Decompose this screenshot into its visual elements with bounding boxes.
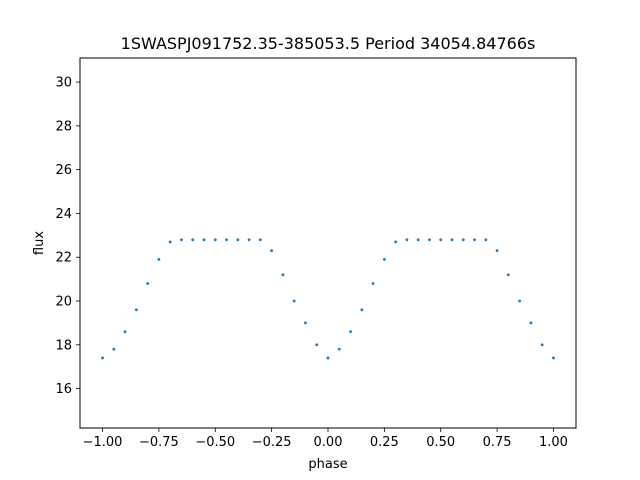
data-point <box>473 238 476 242</box>
data-point <box>326 356 330 360</box>
y-tick-label: 30 <box>55 76 72 91</box>
data-point <box>518 299 522 303</box>
data-point <box>337 347 341 351</box>
x-tick-label: 0.25 <box>370 435 399 450</box>
x-tick-label: 0.00 <box>314 435 343 450</box>
data-point <box>157 258 161 261</box>
data-point <box>292 299 296 303</box>
x-tick-label: 0.75 <box>483 435 512 450</box>
data-point <box>258 238 262 242</box>
data-point <box>315 343 319 347</box>
data-point <box>112 347 116 351</box>
data-point <box>304 321 307 325</box>
y-axis-ticks: 16 18 20 22 24 26 28 30 <box>55 76 80 397</box>
data-point <box>191 238 195 242</box>
data-point <box>382 258 386 261</box>
x-tick-label: −0.50 <box>195 435 235 450</box>
data-point <box>360 308 364 312</box>
data-point <box>123 330 127 334</box>
x-axis-label: phase <box>308 457 347 472</box>
data-point <box>506 273 510 277</box>
data-point <box>405 238 409 242</box>
y-tick-label: 16 <box>55 382 72 397</box>
data-point <box>349 330 352 334</box>
data-point <box>461 238 465 242</box>
data-point <box>281 273 285 277</box>
y-tick-label: 24 <box>55 207 72 222</box>
x-tick-label: 1.00 <box>539 435 568 450</box>
chart-title: 1SWASPJ091752.35-385053.5 Period 34054.8… <box>121 34 536 53</box>
data-point <box>428 238 431 242</box>
data-point <box>236 238 240 242</box>
data-point <box>101 356 104 360</box>
y-axis-label: flux <box>32 231 47 255</box>
data-point <box>180 238 183 242</box>
data-point <box>247 238 251 242</box>
data-point <box>529 321 533 325</box>
data-point <box>495 249 499 253</box>
data-point <box>394 240 398 244</box>
data-point <box>540 343 544 347</box>
y-tick-label: 28 <box>55 119 72 134</box>
data-point <box>439 238 443 242</box>
x-axis-ticks: −1.00 −0.75 −0.50 −0.25 0.00 0.25 0.50 0.75 1.00 <box>83 428 568 450</box>
y-tick-label: 20 <box>55 295 72 310</box>
x-tick-label: −0.75 <box>139 435 179 450</box>
data-point <box>450 238 454 242</box>
data-point <box>168 240 172 244</box>
data-point <box>270 249 274 253</box>
x-tick-label: −1.00 <box>83 435 123 450</box>
data-point <box>202 238 206 242</box>
data-point <box>213 238 217 242</box>
plot-frame <box>79 57 577 429</box>
y-tick-label: 26 <box>55 163 72 178</box>
data-point <box>484 238 488 242</box>
data-point <box>371 282 375 285</box>
x-tick-label: −0.25 <box>252 435 292 450</box>
data-point <box>225 238 228 242</box>
x-tick-label: 0.50 <box>426 435 455 450</box>
data-point <box>552 356 555 360</box>
y-tick-label: 22 <box>55 251 72 266</box>
data-point <box>134 308 138 312</box>
data-point <box>416 238 420 242</box>
scatter-points <box>101 238 555 360</box>
y-tick-label: 18 <box>55 338 72 353</box>
data-point <box>146 282 150 285</box>
